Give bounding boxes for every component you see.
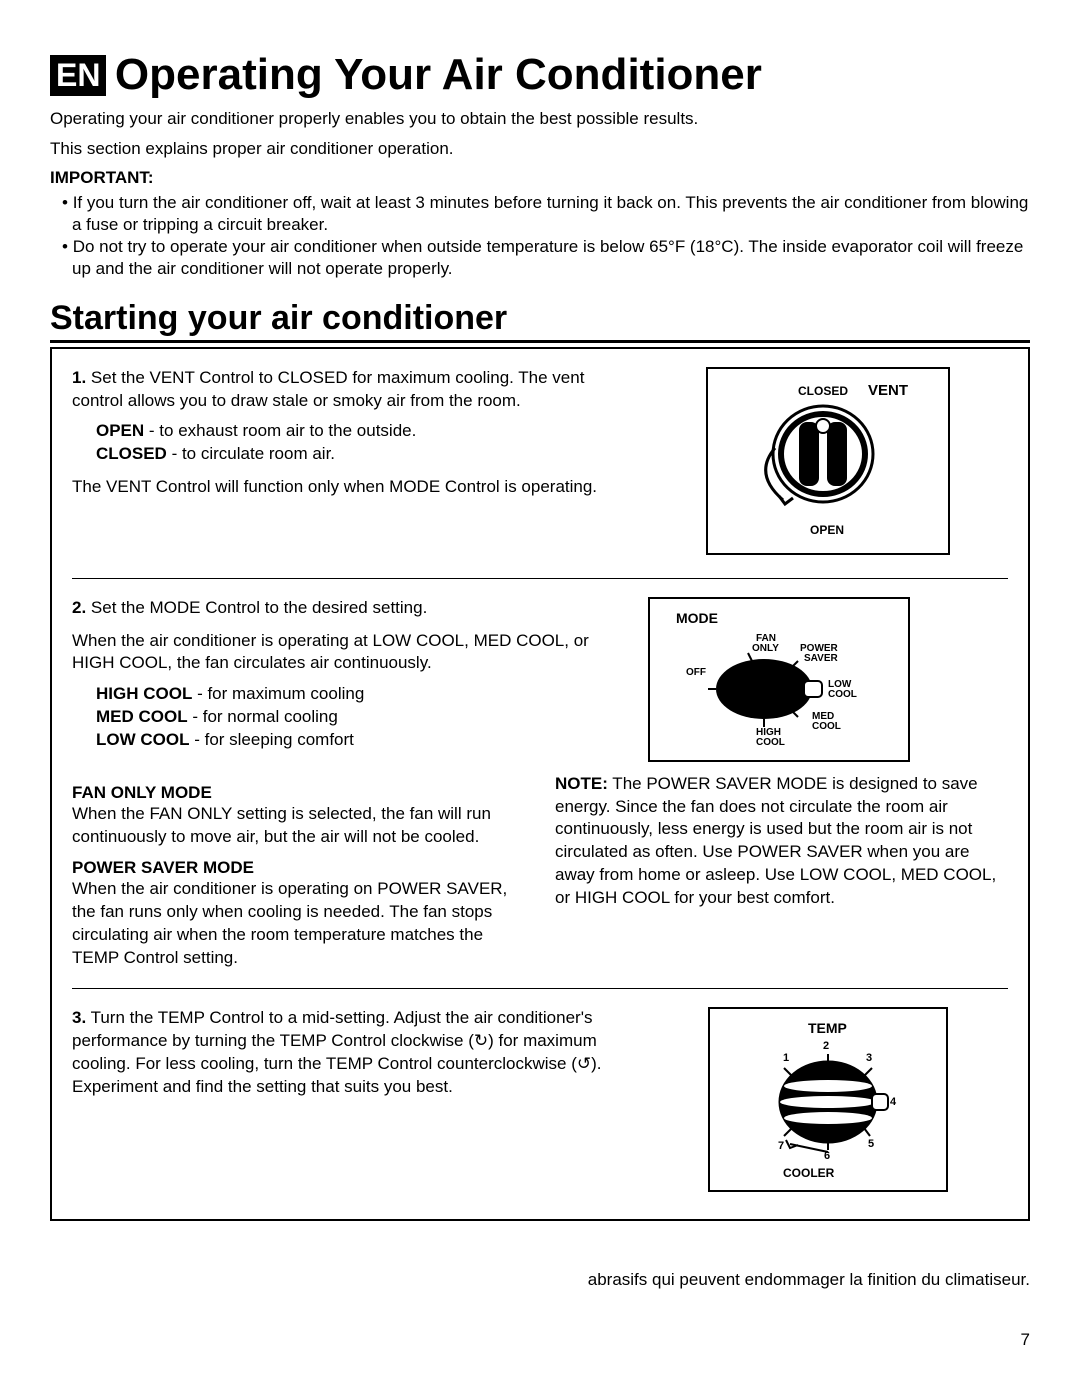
svg-text:1: 1: [783, 1052, 789, 1064]
intro-line-1: Operating your air conditioner properly …: [50, 108, 1030, 130]
svg-text:COOLER: COOLER: [783, 1166, 835, 1180]
power-saver-text: When the air conditioner is operating on…: [72, 878, 525, 970]
instructions-box: 1. Set the VENT Control to CLOSED for ma…: [50, 347, 1030, 1222]
step2-note: NOTE: The POWER SAVER MODE is designed t…: [555, 773, 1008, 911]
step1-note: The VENT Control will function only when…: [72, 476, 628, 499]
intro-line-2: This section explains proper air conditi…: [50, 138, 1030, 160]
step1-open: OPEN - to exhaust room air to the outsid…: [96, 420, 628, 466]
svg-text:ONLY: ONLY: [752, 643, 779, 654]
svg-text:3: 3: [866, 1052, 872, 1064]
fan-only-text: When the FAN ONLY setting is selected, t…: [72, 803, 525, 849]
svg-text:OFF: OFF: [686, 667, 706, 678]
svg-text:4: 4: [890, 1096, 897, 1108]
vent-diagram: CLOSED VENT OPEN: [706, 367, 950, 555]
temp-diagram: TEMP 2 1 3 4 5 6 7: [708, 1007, 948, 1192]
step3: 3. Turn the TEMP Control to a mid-settin…: [72, 1007, 628, 1099]
mode-diagram: MODE FAN ONLY POWER SAVER OFF LOW COOL M…: [648, 597, 910, 762]
svg-text:TEMP: TEMP: [808, 1020, 847, 1036]
power-saver-head: POWER SAVER MODE: [72, 858, 525, 878]
svg-text:COOL: COOL: [756, 737, 785, 748]
step2-para: When the air conditioner is operating at…: [72, 630, 628, 676]
svg-text:MODE: MODE: [676, 610, 718, 626]
bullet-2: Do not try to operate your air condition…: [62, 236, 1030, 280]
vent-closed-label: CLOSED: [798, 384, 848, 398]
page-number: 7: [1021, 1330, 1030, 1350]
footer-stray-text: abrasifs qui peuvent endommager la finit…: [588, 1270, 1030, 1290]
main-title: Operating Your Air Conditioner: [115, 50, 762, 99]
bullet-1: If you turn the air conditioner off, wai…: [62, 192, 1030, 236]
svg-text:COOL: COOL: [828, 689, 857, 700]
svg-text:5: 5: [868, 1138, 874, 1150]
section-title: Starting your air conditioner: [50, 299, 1030, 343]
vent-label: VENT: [868, 382, 908, 399]
important-label: IMPORTANT:: [50, 168, 1030, 188]
lang-badge: EN: [50, 55, 106, 96]
svg-text:2: 2: [823, 1040, 829, 1052]
svg-text:SAVER: SAVER: [804, 653, 838, 664]
step2: 2. Set the MODE Control to the desired s…: [72, 597, 628, 620]
svg-text:COOL: COOL: [812, 721, 841, 732]
step1: 1. Set the VENT Control to CLOSED for ma…: [72, 367, 628, 413]
fan-only-head: FAN ONLY MODE: [72, 783, 525, 803]
step2-modes: HIGH COOL - for maximum cooling MED COOL…: [96, 683, 628, 752]
vent-open-label: OPEN: [810, 523, 844, 537]
important-bullets: If you turn the air conditioner off, wai…: [50, 192, 1030, 280]
svg-text:7: 7: [778, 1140, 784, 1152]
